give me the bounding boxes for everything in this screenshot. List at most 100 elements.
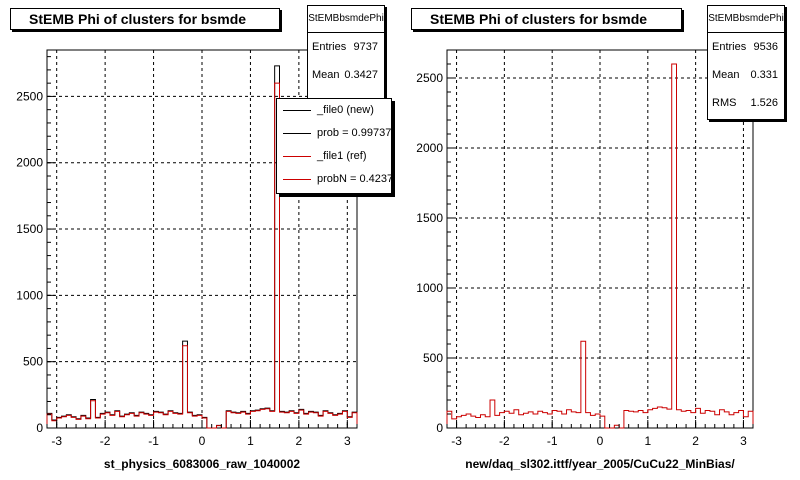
left-series1-bin-55 bbox=[313, 413, 318, 428]
right-series0-bin-28 bbox=[581, 341, 586, 428]
left-series0-bin-41 bbox=[246, 413, 251, 428]
left-series0-bin-59 bbox=[333, 415, 338, 428]
left-histogram-title: StEMB Phi of clusters for bsmde bbox=[10, 8, 280, 30]
left-series0-bin-21 bbox=[149, 415, 154, 428]
left-series1-bin-45 bbox=[265, 409, 270, 428]
left-series1-bin-40 bbox=[241, 412, 246, 428]
left-series1-bin-6 bbox=[76, 419, 81, 428]
left-series0-bin-58 bbox=[328, 413, 333, 428]
left-series1-bin-51 bbox=[294, 413, 299, 428]
left-series0-bin-20 bbox=[144, 413, 149, 428]
left-series1-bin-43 bbox=[255, 411, 260, 428]
right-series0-bin-10 bbox=[495, 415, 500, 428]
right-histogram-panel: -3 -2 -1 0 1 2 3 0 500 1000 1500 2000 2500 StEMB Phi… bbox=[400, 0, 800, 480]
right-series0-bin-23 bbox=[557, 411, 562, 428]
right-series0-bin-44 bbox=[657, 407, 662, 428]
right-series0-bin-16 bbox=[524, 413, 529, 428]
right-series0-bin-47 bbox=[672, 64, 677, 428]
right-series0-bin-51 bbox=[691, 413, 696, 428]
right-series0-bin-54 bbox=[705, 411, 710, 429]
left-series1-bin-58 bbox=[328, 413, 333, 428]
left-series1-bin-1 bbox=[52, 421, 57, 428]
left-series1-bin-50 bbox=[289, 411, 294, 428]
left-series1-bin-19 bbox=[139, 413, 144, 428]
left-series0-bin-11 bbox=[100, 413, 105, 428]
left-series1-bin-49 bbox=[284, 413, 289, 428]
right-series0-bin-17 bbox=[528, 412, 533, 428]
left-series0-bin-3 bbox=[62, 416, 67, 428]
legend-entry-file0: _file0 (new) bbox=[277, 99, 391, 122]
left-series1-bin-37 bbox=[226, 411, 231, 428]
left-series0-bin-60 bbox=[338, 413, 343, 428]
left-series0-bin-28 bbox=[183, 341, 188, 428]
legend-entry-prob: prob = 0.997374 bbox=[277, 122, 391, 145]
right-series0-bin-38 bbox=[629, 411, 634, 428]
left-ytick-label-0: 0 bbox=[36, 421, 43, 435]
right-stats-box: StEMBbsmdePhi Entries 9536 Mean 0.331 RM… bbox=[707, 5, 785, 120]
legend-entry-file1: _file1 (ref) bbox=[277, 145, 391, 168]
left-series1-bin-16 bbox=[125, 415, 130, 428]
left-series1-bin-3 bbox=[62, 417, 67, 428]
right-xtick-label-3: 0 bbox=[597, 434, 604, 448]
right-xtick-label-6: 3 bbox=[740, 434, 747, 448]
right-series0-bin-52 bbox=[696, 408, 701, 428]
right-series0-bin-55 bbox=[710, 411, 715, 428]
left-series1-bin-21 bbox=[149, 415, 154, 428]
left-series0-bin-15 bbox=[120, 416, 125, 428]
left-series1-bin-10 bbox=[95, 418, 100, 428]
right-ytick-label-0: 0 bbox=[436, 421, 443, 435]
right-xtick-label-0: -3 bbox=[451, 434, 462, 448]
left-series1-bin-14 bbox=[115, 411, 120, 428]
right-series0-bin-42 bbox=[648, 410, 653, 428]
right-ytick-label-3: 1500 bbox=[416, 211, 443, 225]
left-xtick-label-6: 3 bbox=[344, 434, 351, 448]
left-series0-bin-38 bbox=[231, 412, 236, 428]
left-series0-bin-2 bbox=[57, 417, 62, 428]
right-series0-bin-2 bbox=[457, 417, 462, 428]
left-series0-bin-55 bbox=[313, 412, 318, 428]
left-series1-bin-32 bbox=[202, 418, 207, 428]
left-series0-bin-19 bbox=[139, 412, 144, 428]
right-series0-bin-53 bbox=[700, 413, 705, 428]
left-series0-bin-27 bbox=[178, 413, 183, 428]
left-series0-bin-56 bbox=[318, 415, 323, 428]
left-series1-bin-39 bbox=[236, 413, 241, 428]
left-series1-bin-48 bbox=[280, 412, 285, 428]
right-series0-bin-58 bbox=[724, 412, 729, 428]
left-series0-bin-52 bbox=[299, 409, 304, 428]
right-series0-bin-61 bbox=[739, 411, 744, 429]
right-stats-entries-row: Entries 9536 bbox=[708, 33, 784, 61]
right-stats-rms-row: RMS 1.526 bbox=[708, 89, 784, 117]
right-series0-bin-3 bbox=[461, 415, 466, 428]
left-series1-bin-44 bbox=[260, 409, 265, 428]
left-series0-bin-39 bbox=[236, 413, 241, 428]
left-series1-bin-22 bbox=[154, 412, 159, 428]
left-mean-value: 0.3427 bbox=[344, 69, 378, 81]
left-series0-line bbox=[46, 65, 358, 429]
left-series1-bin-18 bbox=[134, 416, 139, 428]
left-xtick-label-4: 1 bbox=[247, 434, 254, 448]
left-legend: _file0 (new) prob = 0.997374 _file1 (ref… bbox=[276, 98, 392, 194]
right-series0-bin-21 bbox=[547, 414, 552, 428]
left-series1-bin-2 bbox=[57, 418, 62, 428]
left-series0-bin-12 bbox=[105, 412, 110, 428]
left-series1-bin-8 bbox=[86, 419, 91, 428]
left-series0-bin-44 bbox=[260, 409, 265, 428]
left-series1-line bbox=[46, 82, 358, 429]
right-series0-bin-49 bbox=[681, 411, 686, 428]
right-series0-bin-43 bbox=[653, 408, 658, 428]
right-series0-bin-8 bbox=[485, 417, 490, 428]
right-series0-bin-20 bbox=[543, 413, 548, 428]
right-series0-bin-13 bbox=[509, 413, 514, 428]
right-rms-label: RMS bbox=[712, 97, 737, 109]
left-series0-bin-0 bbox=[47, 413, 52, 428]
right-mean-value: 0.331 bbox=[750, 69, 778, 81]
left-series1-bin-63 bbox=[352, 413, 357, 428]
left-series1-bin-61 bbox=[342, 411, 347, 428]
right-entries-value: 9536 bbox=[753, 41, 778, 53]
legend-file1-label: _file1 (ref) bbox=[317, 150, 367, 162]
left-series0-bin-6 bbox=[76, 419, 81, 428]
left-series1-bin-42 bbox=[250, 411, 255, 428]
left-series0-bin-8 bbox=[86, 418, 91, 428]
left-series0-bin-63 bbox=[352, 412, 357, 428]
